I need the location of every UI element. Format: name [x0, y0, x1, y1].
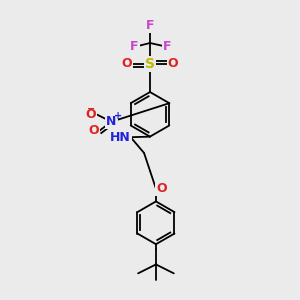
Text: O: O	[89, 124, 100, 137]
Text: O: O	[156, 182, 166, 195]
Text: N: N	[106, 115, 116, 128]
Text: S: S	[145, 57, 155, 71]
Text: O: O	[86, 108, 97, 121]
Text: F: F	[146, 19, 154, 32]
Text: F: F	[130, 40, 139, 53]
Text: −: −	[87, 104, 95, 114]
Text: O: O	[168, 57, 178, 70]
Text: O: O	[122, 57, 132, 70]
Text: +: +	[114, 111, 122, 122]
Text: F: F	[163, 40, 172, 53]
Text: HN: HN	[110, 131, 131, 144]
